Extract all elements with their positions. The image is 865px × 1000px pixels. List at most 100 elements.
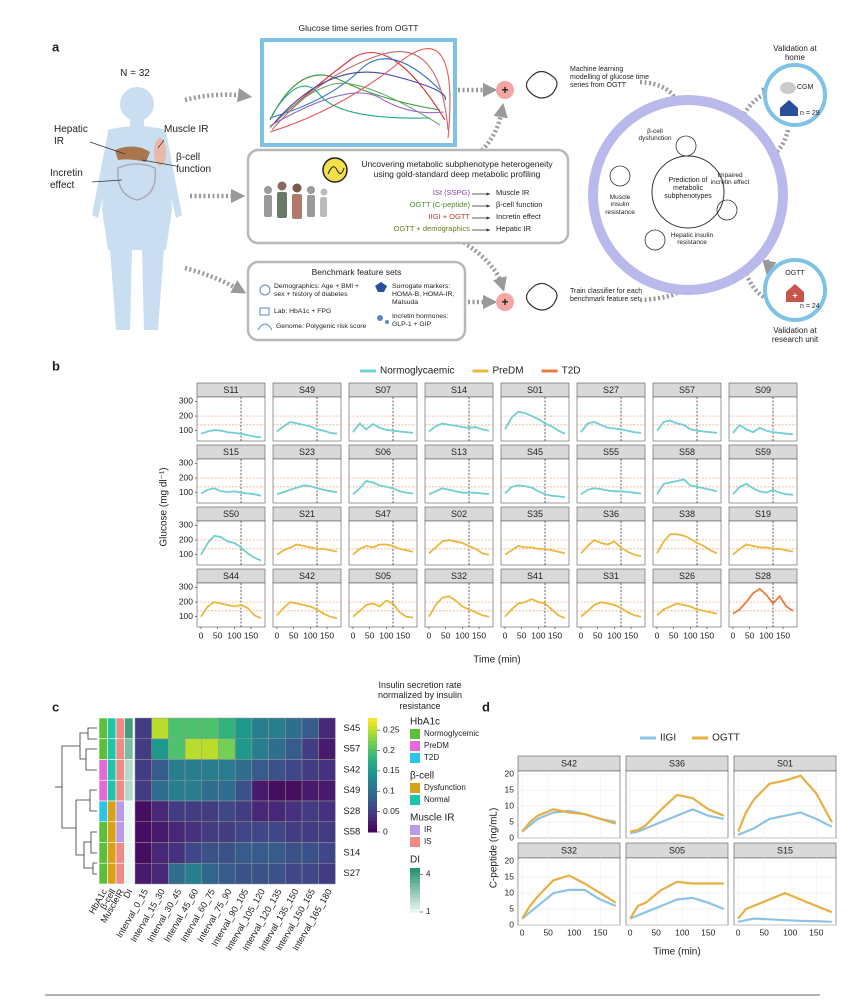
glucose-line bbox=[428, 487, 490, 496]
y-axis-label: Glucose (mg dl⁻¹) bbox=[159, 467, 170, 546]
facet-title: S32 bbox=[451, 571, 467, 581]
facet-panel bbox=[500, 520, 570, 566]
y-tick-label: 200 bbox=[179, 472, 193, 482]
heat-cell bbox=[285, 738, 303, 760]
x-tick-label: 0 bbox=[427, 630, 432, 640]
heat-cell bbox=[201, 759, 219, 781]
x-tick-label: 50 bbox=[651, 927, 661, 937]
facet-title: S42 bbox=[299, 571, 315, 581]
prediction-item: β-cell dysfunction bbox=[638, 128, 672, 143]
heat-cell bbox=[151, 842, 169, 864]
heat-cell bbox=[301, 780, 319, 802]
facet-title: S47 bbox=[375, 509, 391, 519]
x-axis-label: Time (min) bbox=[473, 655, 520, 666]
profiling-title: Uncovering metabolic subphenotype hetero… bbox=[361, 159, 553, 179]
legend-label: IR bbox=[424, 825, 432, 834]
colorbar-step bbox=[368, 767, 377, 772]
y-tick-label: 300 bbox=[179, 520, 193, 530]
colorbar-step bbox=[368, 725, 377, 730]
glucose-line bbox=[732, 543, 794, 556]
facet-title: S13 bbox=[451, 447, 467, 457]
glucose-line bbox=[352, 543, 414, 556]
heat-cell bbox=[218, 842, 236, 864]
legend-swatch bbox=[410, 741, 420, 751]
x-tick-label: 50 bbox=[289, 630, 299, 640]
x-tick-label: 100 bbox=[455, 630, 469, 640]
glucose-line bbox=[504, 544, 566, 556]
x-tick-label: 0 bbox=[275, 630, 280, 640]
legend-label: Normoglycaemic bbox=[380, 366, 454, 377]
cpeptide-line bbox=[629, 896, 725, 920]
ml-text: Machine learning modelling of glucose ti… bbox=[570, 66, 649, 90]
facet-title: S41 bbox=[527, 571, 543, 581]
y-tick-label: 300 bbox=[179, 458, 193, 468]
facet-title: S02 bbox=[451, 509, 467, 519]
x-axis-label: Time (min) bbox=[653, 947, 700, 958]
x-tick-label: 150 bbox=[701, 927, 715, 937]
annotation-cell bbox=[115, 738, 125, 760]
heat-cell bbox=[268, 717, 286, 739]
annotation-cell bbox=[115, 779, 125, 802]
body-label: Muscle IR bbox=[164, 124, 209, 135]
colorbar-tick-label: 0.1 bbox=[383, 786, 395, 796]
legend-swatch bbox=[410, 783, 420, 793]
glucose-line bbox=[200, 534, 262, 562]
cpeptide-line bbox=[629, 808, 725, 835]
heat-cell bbox=[234, 842, 253, 864]
facet-panel bbox=[424, 458, 494, 504]
facet-title: S05 bbox=[375, 571, 391, 581]
heat-cell bbox=[134, 717, 152, 739]
glucose-line bbox=[428, 539, 490, 556]
facet-panel bbox=[348, 582, 418, 628]
facet-panel bbox=[424, 396, 494, 442]
facet-title: S23 bbox=[299, 447, 315, 457]
legend-tick-label: 1 bbox=[426, 907, 431, 916]
legend-swatch bbox=[410, 837, 420, 847]
heat-cell bbox=[184, 821, 203, 843]
glucose-line bbox=[352, 422, 414, 434]
cpeptide-line bbox=[737, 891, 833, 920]
glucose-line bbox=[656, 533, 718, 555]
benchmark-title: Benchmark feature sets bbox=[311, 267, 402, 277]
facet-title: S05 bbox=[669, 845, 685, 855]
heat-cell bbox=[234, 821, 253, 843]
heat-cell bbox=[268, 821, 286, 843]
x-tick-label: 100 bbox=[783, 927, 797, 937]
heat-cell bbox=[184, 759, 203, 781]
colorbar-tick-label: 0.15 bbox=[383, 765, 400, 775]
annotation-cell bbox=[115, 717, 125, 740]
benchmark-item: Surrogate markers: HOMA-B, HOMA-IR, Mats… bbox=[392, 283, 455, 306]
x-tick-label: 50 bbox=[365, 630, 375, 640]
colorbar-step bbox=[368, 778, 377, 784]
annotation-cell bbox=[124, 862, 134, 885]
heat-cell bbox=[184, 717, 203, 739]
heat-cell bbox=[201, 800, 219, 822]
facet-title: S07 bbox=[375, 385, 391, 395]
facet-panel bbox=[517, 857, 621, 926]
heat-cell bbox=[201, 780, 219, 802]
legend-tick-label: 4 bbox=[426, 869, 431, 878]
prediction-item: Impaired incretin effect bbox=[710, 172, 750, 187]
facet-title: S19 bbox=[755, 509, 771, 519]
colorbar-step bbox=[368, 744, 377, 749]
facet-title: S27 bbox=[603, 385, 619, 395]
x-tick-label: 0 bbox=[628, 927, 633, 937]
colorbar-step bbox=[368, 748, 377, 753]
heat-cell bbox=[268, 759, 286, 781]
benchmark-item: Genome: Polygenic risk score bbox=[276, 323, 367, 330]
colorbar-step bbox=[368, 786, 377, 791]
heat-cell bbox=[318, 842, 336, 864]
facet-panel bbox=[424, 582, 494, 628]
glucose-line bbox=[504, 598, 566, 620]
classifier-text: Train classifier for each benchmark feat… bbox=[570, 288, 643, 304]
y-tick-label: 300 bbox=[179, 396, 193, 406]
facet-panel bbox=[576, 396, 646, 442]
legend-gradient bbox=[410, 879, 420, 884]
glucose-line bbox=[732, 587, 794, 615]
facet-title: S36 bbox=[669, 758, 685, 768]
annotation-cell bbox=[98, 862, 108, 885]
row-label: S28 bbox=[343, 806, 360, 817]
x-tick-label: 100 bbox=[683, 630, 697, 640]
facet-title: S21 bbox=[299, 509, 315, 519]
heat-cell bbox=[268, 800, 286, 822]
